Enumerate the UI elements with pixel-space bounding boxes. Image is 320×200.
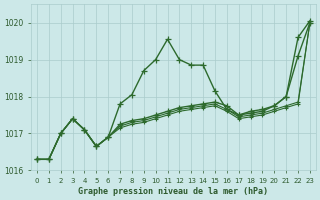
X-axis label: Graphe pression niveau de la mer (hPa): Graphe pression niveau de la mer (hPa) [78,187,268,196]
